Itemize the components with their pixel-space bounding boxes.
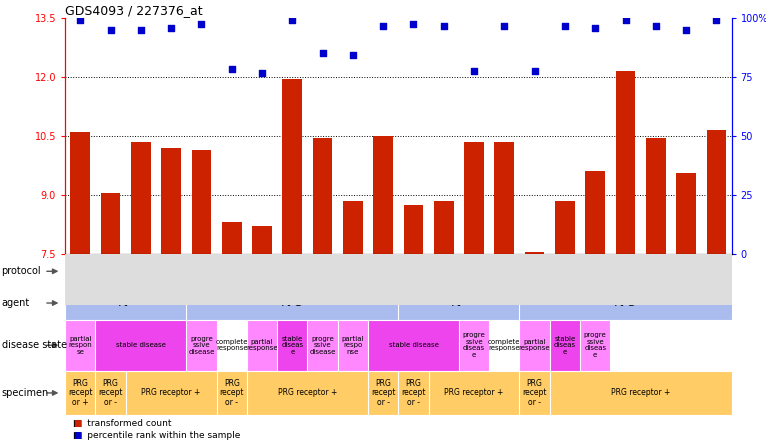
Point xyxy=(256,69,268,76)
Text: PRG receptor +: PRG receptor + xyxy=(611,388,670,397)
Point xyxy=(680,26,692,33)
Bar xyxy=(525,252,545,254)
Bar xyxy=(706,130,726,254)
Text: specimen: specimen xyxy=(2,388,49,398)
Text: PRG receptor +: PRG receptor + xyxy=(142,388,201,397)
Text: partial
response: partial response xyxy=(519,339,551,352)
Bar xyxy=(192,150,211,254)
Text: post-treatment: post-treatment xyxy=(528,266,602,276)
Text: disease state: disease state xyxy=(2,340,67,350)
Bar xyxy=(373,136,393,254)
Text: PRG
recept
or -: PRG recept or - xyxy=(98,379,123,407)
Point xyxy=(377,22,389,29)
Point xyxy=(316,50,329,57)
Text: ■: ■ xyxy=(73,419,81,428)
Text: progre
ssive
diseas
e: progre ssive diseas e xyxy=(584,333,607,358)
Bar xyxy=(343,201,363,254)
Point xyxy=(437,22,450,29)
Text: PRG
recept
or -: PRG recept or - xyxy=(220,379,244,407)
Bar xyxy=(676,173,696,254)
Bar xyxy=(646,138,666,254)
Text: PRG
recept
or +: PRG recept or + xyxy=(68,379,93,407)
Text: progre
ssive
diseas
e: progre ssive diseas e xyxy=(463,333,486,358)
Text: stable disease: stable disease xyxy=(388,342,438,348)
Text: stable
diseas
e: stable diseas e xyxy=(554,336,576,355)
Text: AF: AF xyxy=(119,298,133,308)
Bar xyxy=(585,171,605,254)
Text: pre-treatment: pre-treatment xyxy=(198,266,266,276)
Text: complete
response: complete response xyxy=(215,339,248,352)
Bar xyxy=(222,222,241,254)
Bar xyxy=(313,138,332,254)
Bar xyxy=(283,79,302,254)
Text: progre
ssive
disease: progre ssive disease xyxy=(188,336,214,355)
Text: ■  transformed count: ■ transformed count xyxy=(73,419,172,428)
Text: complete
response: complete response xyxy=(488,339,521,352)
Text: AF: AF xyxy=(453,298,466,308)
Text: PRG receptor +: PRG receptor + xyxy=(278,388,337,397)
Text: partial
respon
se: partial respon se xyxy=(68,336,92,355)
Point xyxy=(104,26,116,33)
Point xyxy=(74,16,87,23)
Bar xyxy=(404,205,424,254)
Point xyxy=(498,22,510,29)
Text: PRG
recept
or -: PRG recept or - xyxy=(371,379,395,407)
Point xyxy=(408,20,420,27)
Bar xyxy=(162,148,181,254)
Point xyxy=(135,26,147,33)
Point xyxy=(558,22,571,29)
Text: PRG
recept
or -: PRG recept or - xyxy=(401,379,426,407)
Text: partial
response: partial response xyxy=(246,339,278,352)
Text: AFG: AFG xyxy=(615,298,636,308)
Point xyxy=(650,22,662,29)
Text: partial
respo
nse: partial respo nse xyxy=(342,336,364,355)
Text: ■  percentile rank within the sample: ■ percentile rank within the sample xyxy=(73,432,241,440)
Bar xyxy=(616,71,635,254)
Text: progre
ssive
disease: progre ssive disease xyxy=(309,336,336,355)
Text: stable
diseas
e: stable diseas e xyxy=(281,336,303,355)
Point xyxy=(225,65,237,72)
Text: AFG: AFG xyxy=(282,298,303,308)
Text: PRG receptor +: PRG receptor + xyxy=(444,388,504,397)
Text: ■: ■ xyxy=(73,432,81,440)
Bar xyxy=(70,132,90,254)
Text: stable disease: stable disease xyxy=(116,342,165,348)
Bar xyxy=(495,142,514,254)
Point xyxy=(286,16,299,23)
Point xyxy=(710,16,722,23)
Text: agent: agent xyxy=(2,298,30,308)
Point xyxy=(468,67,480,75)
Text: protocol: protocol xyxy=(2,266,41,276)
Text: PRG
recept
or -: PRG recept or - xyxy=(522,379,547,407)
Bar xyxy=(434,201,453,254)
Bar xyxy=(464,142,484,254)
Bar xyxy=(100,193,120,254)
Bar xyxy=(252,226,272,254)
Point xyxy=(165,24,177,31)
Text: GDS4093 / 227376_at: GDS4093 / 227376_at xyxy=(65,4,203,16)
Point xyxy=(529,67,541,75)
Bar xyxy=(555,201,574,254)
Point xyxy=(195,20,208,27)
Point xyxy=(347,52,359,59)
Point xyxy=(589,24,601,31)
Point xyxy=(620,16,632,23)
Bar xyxy=(131,142,151,254)
